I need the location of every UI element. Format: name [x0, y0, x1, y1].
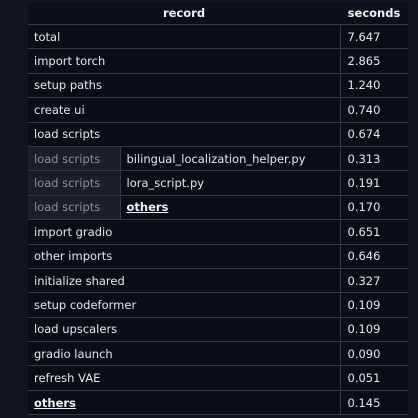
table-subrow: load scripts lora_script.py 0.191	[28, 170, 408, 196]
script-name-cell: bilingual_localization_helper.py	[120, 146, 341, 172]
startup-timing-table: record seconds total 7.647 import torch …	[28, 2, 408, 416]
seconds-cell: 0.090	[340, 341, 408, 367]
table-row: other imports 0.646	[28, 244, 408, 269]
table-row: import torch 2.865	[28, 48, 408, 74]
record-cell: import gradio	[28, 219, 341, 245]
seconds-cell: 0.170	[340, 195, 408, 221]
table-row: initialize shared 0.327	[28, 268, 408, 294]
table-row: gradio launch 0.090	[28, 341, 408, 367]
parent-record-cell: load scripts	[28, 170, 121, 196]
record-cell: gradio launch	[28, 341, 341, 367]
seconds-cell: 0.313	[340, 146, 408, 172]
table-subrow: load scripts others 0.170	[28, 195, 408, 221]
seconds-cell: 0.327	[340, 268, 408, 294]
record-cell: setup paths	[28, 73, 341, 99]
seconds-cell: 0.109	[340, 292, 408, 318]
record-cell: import torch	[28, 48, 341, 74]
background-fragment	[0, 96, 26, 108]
record-cell: load upscalers	[28, 317, 341, 343]
seconds-column-header: seconds	[340, 2, 408, 25]
seconds-cell: 1.240	[340, 73, 408, 99]
seconds-cell: 0.051	[340, 365, 408, 391]
seconds-cell: 0.674	[340, 122, 408, 147]
table-row: total 7.647	[28, 24, 408, 50]
record-cell: refresh VAE	[28, 365, 341, 391]
table-row: import gradio 0.651	[28, 219, 408, 245]
seconds-cell: 0.191	[340, 170, 408, 196]
record-cell: load scripts	[28, 122, 341, 147]
seconds-cell: 0.651	[340, 219, 408, 245]
seconds-cell: 2.865	[340, 48, 408, 74]
table-row: load upscalers 0.109	[28, 317, 408, 343]
record-cell: total	[28, 24, 341, 50]
seconds-cell: 7.647	[340, 24, 408, 50]
table-row: refresh VAE 0.051	[28, 365, 408, 391]
seconds-cell: 0.646	[340, 244, 408, 269]
parent-record-cell: load scripts	[28, 146, 121, 172]
table-row: setup paths 1.240	[28, 73, 408, 99]
seconds-cell: 0.145	[340, 390, 408, 416]
table-row: load scripts 0.674	[28, 122, 408, 147]
script-name-cell: lora_script.py	[120, 170, 341, 196]
record-cell: other imports	[28, 244, 341, 269]
seconds-cell: 0.740	[340, 97, 408, 123]
record-cell: setup codeformer	[28, 292, 341, 318]
record-column-header: record	[28, 2, 340, 25]
parent-record-cell: load scripts	[28, 195, 121, 221]
others-link[interactable]: others	[28, 390, 341, 416]
others-scripts-link[interactable]: others	[120, 195, 341, 221]
table-header-row: record seconds	[28, 2, 408, 25]
seconds-cell: 0.109	[340, 317, 408, 343]
table-row: others 0.145	[28, 390, 408, 416]
record-cell: create ui	[28, 97, 341, 123]
table-row: create ui 0.740	[28, 97, 408, 123]
table-subrow: load scripts bilingual_localization_help…	[28, 146, 408, 172]
record-cell: initialize shared	[28, 268, 341, 294]
table-row: setup codeformer 0.109	[28, 292, 408, 318]
